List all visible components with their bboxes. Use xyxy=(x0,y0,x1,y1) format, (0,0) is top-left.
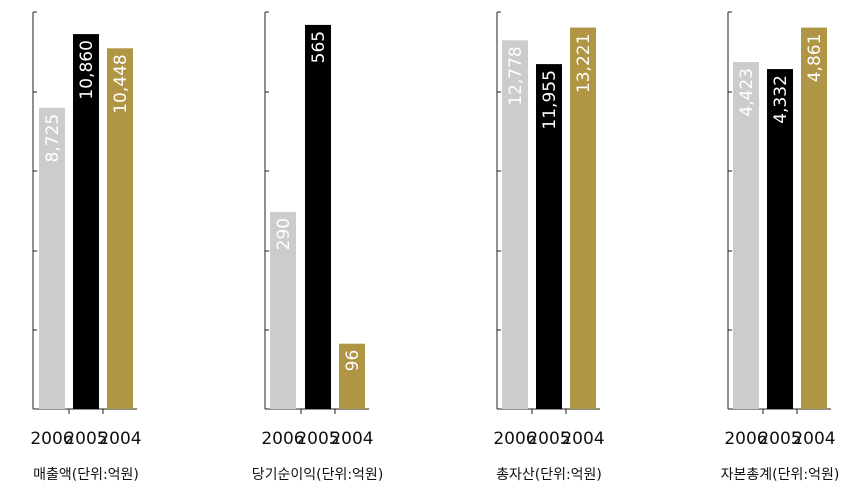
bar-value-label: 4,861 xyxy=(805,34,825,83)
chart-panel-4: 4,423 2006 4,332 2005 4,861 2004 자본총계(단위:억원) xyxy=(721,11,840,483)
bar-2005 xyxy=(305,24,331,410)
bar-2004 xyxy=(801,27,827,409)
x-tick-label: 2004 xyxy=(330,429,373,449)
bar-value-label: 8,725 xyxy=(43,114,63,163)
chart-title: 매출액(단위:억원) xyxy=(33,467,139,483)
bar-2006 xyxy=(270,211,296,409)
bar-2006 xyxy=(733,62,759,409)
x-tick-label: 2006 xyxy=(493,429,536,449)
chart-panel-3: 12,778 2006 11,955 2005 13,221 2004 총자산(단위:억원) xyxy=(493,11,605,483)
bar-2006 xyxy=(502,40,528,410)
bar-2005 xyxy=(73,34,99,409)
x-tick-label: 2005 xyxy=(758,429,801,449)
bar-value-label: 565 xyxy=(309,31,329,63)
bar-value-label: 11,955 xyxy=(540,70,560,129)
bar-value-label: 4,332 xyxy=(771,75,791,124)
x-tick-label: 2006 xyxy=(30,429,73,449)
bar-value-label: 10,860 xyxy=(77,40,97,99)
bar-2004 xyxy=(107,48,133,410)
bar-value-label: 290 xyxy=(274,218,294,250)
x-tick-label: 2004 xyxy=(98,429,141,449)
x-tick-label: 2005 xyxy=(527,429,570,449)
chart-title: 총자산(단위:억원) xyxy=(496,467,602,483)
bar-value-label: 12,778 xyxy=(506,46,526,105)
x-tick-label: 2006 xyxy=(261,429,304,449)
bar-2005 xyxy=(536,64,562,409)
bar-2004 xyxy=(570,27,596,409)
bar-value-label: 13,221 xyxy=(574,34,594,93)
x-tick-label: 2004 xyxy=(561,429,604,449)
bar-value-label: 4,423 xyxy=(737,68,757,117)
x-tick-label: 2006 xyxy=(724,429,767,449)
chart-panel-1: 8,725 2006 10,860 2005 10,448 2004 매출액(단위:억원) xyxy=(30,11,142,483)
x-tick-label: 2004 xyxy=(792,429,835,449)
bar-2004 xyxy=(339,343,365,409)
x-tick-label: 2005 xyxy=(296,429,339,449)
bar-2005 xyxy=(767,69,793,409)
chart-panel-2: 290 2006 565 2005 96 2004 당기순이익(단위:억원) xyxy=(252,11,384,483)
bar-2006 xyxy=(39,107,65,410)
bar-value-label: 10,448 xyxy=(111,54,131,113)
x-tick-label: 2005 xyxy=(64,429,107,449)
bar-value-label: 96 xyxy=(343,350,363,372)
chart-title: 자본총계(단위:억원) xyxy=(721,467,840,483)
chart-title: 당기순이익(단위:억원) xyxy=(252,467,384,483)
